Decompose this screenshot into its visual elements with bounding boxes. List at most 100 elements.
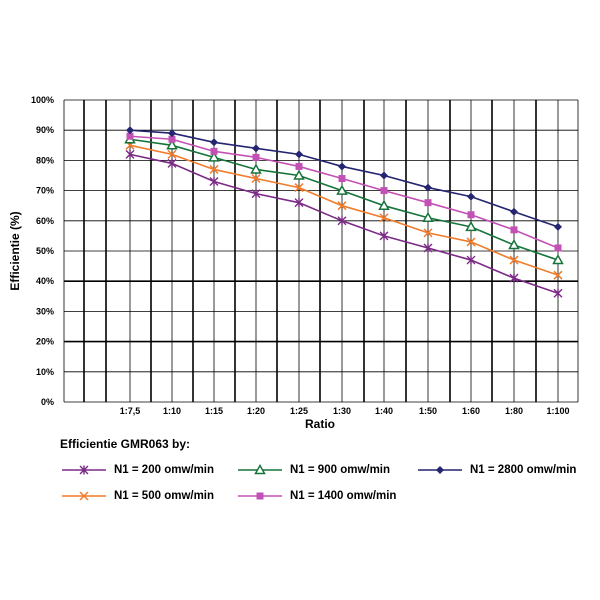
data-point	[295, 162, 303, 170]
data-point	[167, 158, 177, 168]
series-line	[129, 138, 559, 261]
y-tick-label: 70%	[36, 186, 54, 196]
data-point	[338, 175, 346, 183]
data-point	[553, 270, 563, 280]
legend-swatch-500	[62, 491, 106, 501]
data-point	[126, 132, 134, 140]
data-point	[337, 216, 347, 226]
legend-item-900: N1 = 900 omw/min	[236, 462, 390, 478]
x-tick-label: 1:30	[333, 406, 351, 416]
y-tick-label: 30%	[36, 306, 54, 316]
data-point	[378, 199, 390, 210]
x-tick-label: 1:20	[247, 406, 265, 416]
y-tick-label: 100%	[31, 95, 54, 105]
data-point	[167, 149, 177, 159]
data-point	[465, 220, 477, 232]
legend-label-500: N1 = 500 omw/min	[114, 490, 215, 502]
series-4	[126, 126, 562, 231]
data-point	[423, 243, 433, 253]
data-point	[336, 184, 348, 195]
data-point	[208, 151, 220, 162]
data-point	[510, 207, 518, 216]
legend-label-1400: N1 = 1400 omw/min	[290, 490, 397, 502]
x-axis-title: Ratio	[305, 417, 335, 431]
data-point	[126, 126, 134, 135]
data-point	[379, 231, 389, 241]
x-tick-label: 1:50	[419, 406, 437, 416]
data-point	[552, 254, 564, 265]
x-tick-label: 1:7,5	[120, 406, 141, 416]
legend-swatch-200	[62, 465, 106, 475]
data-point	[424, 183, 432, 192]
legend-label-900: N1 = 900 omw/min	[290, 464, 391, 476]
legend-swatch-900	[238, 463, 282, 475]
data-point	[380, 187, 388, 195]
x-tick-label: 1:100	[546, 406, 569, 416]
data-point	[79, 465, 89, 475]
legend-label-200: N1 = 200 omw/min	[114, 464, 215, 476]
data-point	[424, 199, 432, 207]
y-axis-title: Efficientie (%)	[8, 211, 22, 290]
data-point	[422, 211, 434, 223]
data-point	[554, 244, 562, 252]
data-point	[210, 147, 218, 155]
grid	[63, 99, 579, 403]
data-point	[510, 226, 518, 234]
y-tick-label: 20%	[36, 337, 54, 347]
data-point	[254, 463, 266, 475]
series-1	[125, 140, 563, 280]
data-point	[467, 211, 475, 219]
data-point	[209, 164, 219, 174]
data-point	[209, 177, 219, 187]
legend-item-1400: N1 = 1400 omw/min	[236, 488, 396, 504]
data-point	[554, 222, 562, 231]
data-point	[251, 173, 261, 184]
series-0	[125, 149, 563, 298]
data-point	[436, 466, 444, 474]
data-point	[79, 491, 89, 501]
legend-item-2800: N1 = 2800 omw/min	[416, 462, 576, 478]
data-point	[252, 144, 260, 153]
data-point	[466, 237, 476, 247]
y-tick-label: 80%	[36, 155, 54, 165]
data-point	[295, 150, 303, 159]
y-tick-label: 10%	[36, 367, 54, 377]
data-point	[509, 273, 519, 283]
data-point	[338, 162, 346, 171]
x-tick-label: 1:25	[290, 406, 308, 416]
series-lines	[124, 126, 564, 298]
y-tick-label: 0%	[41, 397, 54, 407]
data-point	[168, 129, 176, 138]
data-point	[256, 492, 264, 500]
data-point	[294, 198, 304, 208]
data-point	[293, 169, 305, 180]
tick-labels: 0% 10% 20% 30% 40% 50% 60% 70% 80% 90% 100% 1:7,5 1:…	[31, 95, 570, 416]
data-point	[337, 201, 347, 211]
legend-swatch-2800	[418, 466, 462, 474]
data-point	[250, 163, 262, 174]
data-point	[125, 149, 135, 159]
data-point	[508, 238, 520, 250]
x-tick-label: 1:60	[462, 406, 480, 416]
data-point	[509, 255, 519, 265]
series-2	[124, 133, 564, 265]
data-point	[251, 189, 261, 199]
data-point	[380, 171, 388, 180]
legend-item-200: N1 = 200 omw/min	[60, 462, 214, 478]
data-point	[466, 255, 476, 265]
data-point	[168, 135, 176, 143]
series-3	[126, 132, 562, 252]
data-point	[423, 228, 433, 238]
x-tick-label: 1:40	[375, 406, 393, 416]
data-point	[294, 183, 304, 193]
legend-label-2800: N1 = 2800 omw/min	[470, 464, 577, 476]
x-tick-label: 1:80	[505, 406, 523, 416]
legend-title: Efficientie GMR063 by:	[60, 437, 191, 451]
y-tick-label: 40%	[36, 276, 54, 286]
y-tick-label: 50%	[36, 246, 54, 256]
data-point	[210, 138, 218, 147]
data-point	[166, 139, 178, 150]
data-point	[379, 213, 389, 223]
y-tick-label: 60%	[36, 216, 54, 226]
